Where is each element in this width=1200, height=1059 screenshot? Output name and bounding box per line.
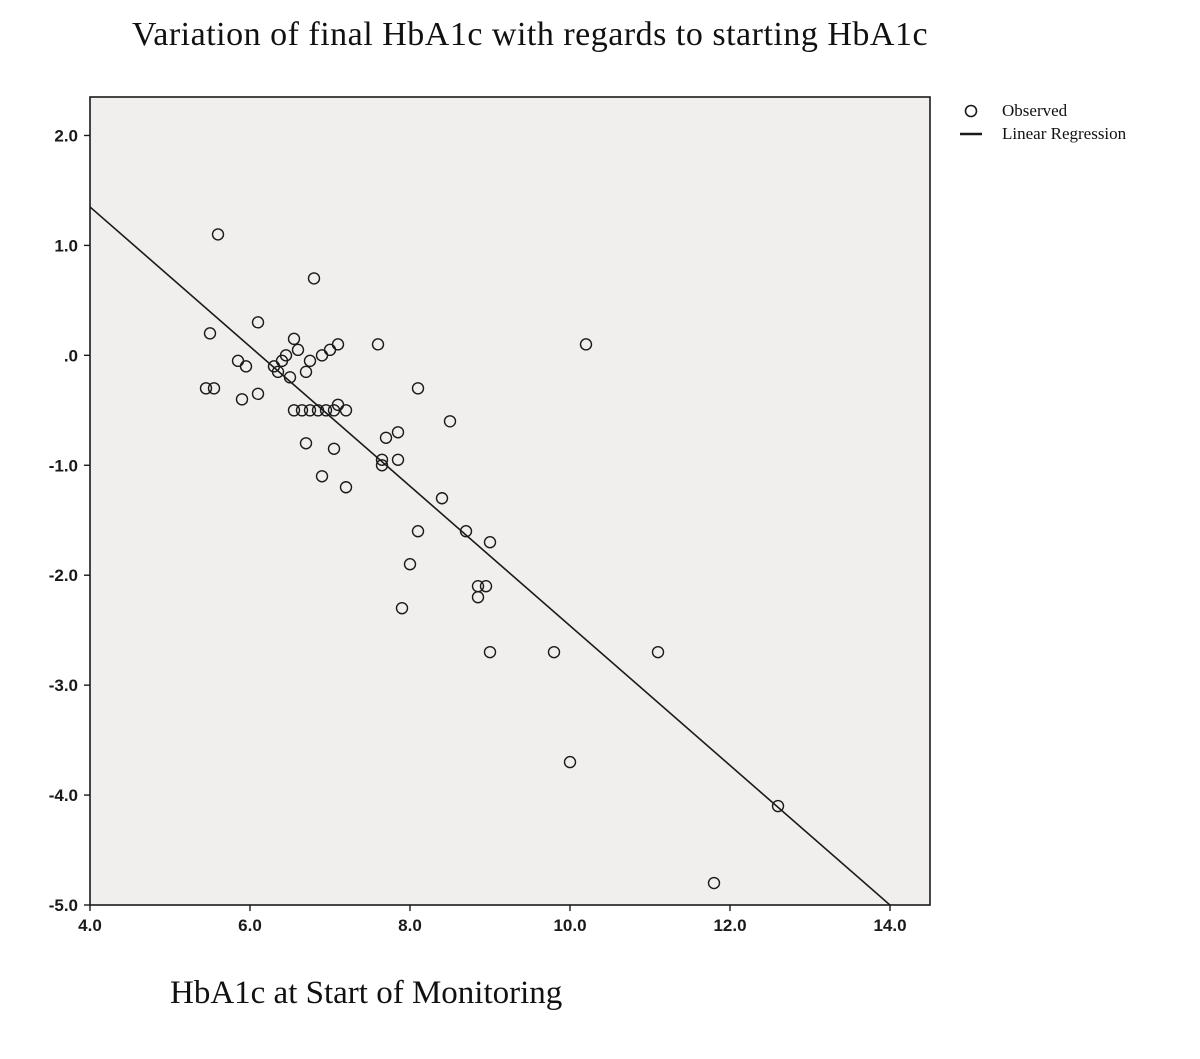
y-tick-label: -1.0 [49,456,78,475]
legend-item-regression: Linear Regression [952,123,1126,144]
observed-point [303,354,317,368]
observed-point [471,590,485,604]
y-tick-label: -4.0 [49,786,78,805]
plot-area [90,97,930,905]
observed-point [411,525,425,538]
observed-point [403,558,417,571]
observed-point [379,431,393,444]
observed-point [771,799,785,813]
observed-point [563,755,577,769]
legend-label-regression: Linear Regression [1002,123,1127,143]
observed-point [307,272,321,285]
observed-point [371,338,385,351]
observed-point [331,338,345,351]
observed-point [207,382,221,395]
observed-point [279,349,293,362]
observed-point [287,404,301,417]
observed-point [199,382,213,395]
observed-point [315,470,329,483]
observed-circle-icon [964,104,978,117]
observed-point [459,525,473,538]
y-tick-label: 2.0 [54,126,78,145]
y-tick-label: -5.0 [49,896,78,915]
observed-point [327,442,341,455]
observed-point [479,579,493,593]
observed-point [239,360,253,373]
observed-point [339,481,353,494]
x-tick-label: 10.0 [553,916,586,935]
legend-item-observed: Observed [952,100,1126,121]
scatter-plot-canvas: 4.0 6.0 8.0 10.0 12.0 14.0 2.0 1.0 .0 -1.0 -2.0 -3.… [49,96,931,935]
regression-line-icon [960,132,982,135]
legend-label-observed: Observed [1002,100,1068,120]
observed-point [311,404,325,417]
y-tick-label: 1.0 [54,236,78,255]
x-tick-label: 4.0 [78,916,102,935]
observed-point [211,228,225,241]
y-tick-label: -2.0 [49,566,78,585]
observed-point [303,404,317,417]
observed-point [411,382,425,395]
x-tick-label: 14.0 [873,916,906,935]
observed-point [271,365,285,379]
x-tick-label: 8.0 [398,916,422,935]
observed-point [295,404,309,417]
observed-point [375,459,389,472]
chart-title: Variation of final HbA1c with regards to… [131,16,929,53]
observed-point [339,404,353,417]
observed-point [235,393,249,406]
observed-point [707,876,721,890]
observed-point [251,387,265,401]
observed-point [287,332,301,346]
legend: Observed Linear Regression [952,100,1126,144]
plot-border [89,96,931,906]
observed-point [443,415,457,428]
observed-point [299,437,313,450]
observed-point [251,316,265,329]
observed-point [299,365,313,379]
observed-point [395,601,409,615]
x-tick-label: 6.0 [238,916,262,935]
x-tick-label: 12.0 [713,916,746,935]
observed-point [483,536,497,549]
observed-point [283,371,297,384]
observed-point [579,338,593,351]
observed-point [375,453,389,466]
y-tick-label: .0 [64,346,78,365]
observed-point [391,453,405,466]
observed-point [391,426,405,439]
regression-line [89,206,891,906]
observed-point [319,404,333,417]
observed-point [435,492,449,505]
observed-point [203,327,217,340]
x-axis-label: HbA1c at Start of Monitoring [170,975,563,1011]
observed-point [291,343,305,357]
observed-point [483,645,497,659]
y-tick-label: -3.0 [49,676,78,695]
observed-point [651,645,665,659]
observed-point [547,645,561,659]
